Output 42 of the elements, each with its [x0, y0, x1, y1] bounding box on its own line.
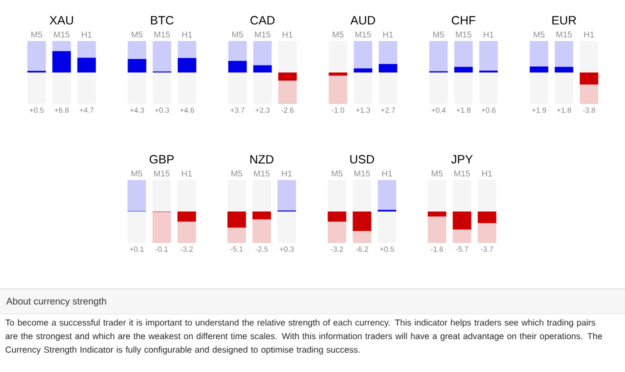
x-tick-label: H1 — [282, 170, 292, 176]
x-tick-label: M15 — [556, 32, 572, 38]
text: To become a successful trader it is important to understand the relative strength of each currency. This indicator helps traders see which trading pairs are the strongest and which are the weakest on different time scales. With this information traders will have a great advantage on their operations. The Currency Strength Indicator is fully configurable and designed to optimise trading success. — [5, 319, 602, 354]
x-tick-label: H1 — [482, 170, 492, 176]
x-tick-label: H1 — [82, 32, 92, 38]
x-tick-label: M15 — [355, 32, 371, 38]
x-tick-label: H1 — [182, 32, 192, 38]
x-tick-label: M5 — [534, 32, 545, 38]
chart-title: EUR — [552, 16, 576, 24]
chart-title: NZD — [250, 155, 274, 164]
x-tick-label: H1 — [182, 170, 192, 176]
x-tick-label: M5 — [332, 170, 343, 176]
x-tick-label: H1 — [484, 32, 494, 38]
chart-title: CAD — [250, 16, 275, 24]
chart-title: XAU — [50, 16, 73, 24]
x-tick-label: M5 — [132, 170, 142, 176]
chart-title: BTC — [151, 16, 174, 24]
x-tick-label: M5 — [232, 32, 244, 38]
chart-title: AUD — [350, 16, 376, 24]
x-tick-label: M15 — [456, 32, 472, 38]
x-tick-label: M15 — [154, 32, 170, 38]
x-tick-label: M5 — [232, 170, 242, 176]
chart-title: CHF — [452, 16, 476, 24]
x-tick-label: H1 — [382, 170, 392, 176]
text: About currency strength — [6, 298, 106, 306]
x-tick-label: M15 — [354, 170, 370, 176]
x-tick-label: M15 — [154, 170, 170, 176]
x-tick-label: M5 — [432, 170, 443, 176]
x-tick-label: M5 — [31, 32, 42, 38]
x-tick-label: H1 — [584, 32, 594, 38]
x-tick-label: M5 — [132, 32, 143, 38]
x-tick-label: M15 — [454, 170, 470, 176]
chart-title: JPY — [451, 155, 473, 164]
x-tick-label: H1 — [282, 32, 293, 38]
x-tick-label: M15 — [254, 170, 270, 176]
x-tick-label: M5 — [433, 32, 444, 38]
chart-title: USD — [350, 155, 374, 164]
x-tick-label: M5 — [332, 32, 344, 38]
x-tick-label: M15 — [54, 32, 70, 38]
chart-title: GBP — [150, 155, 174, 164]
x-tick-label: M15 — [254, 32, 270, 38]
x-tick-label: H1 — [383, 32, 394, 38]
